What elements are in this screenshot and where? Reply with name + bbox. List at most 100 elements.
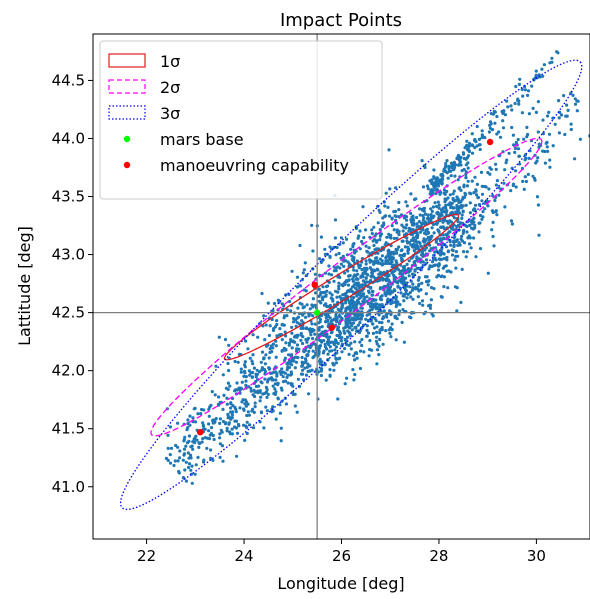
scatter-point xyxy=(464,157,468,161)
scatter-point xyxy=(413,268,417,272)
scatter-point xyxy=(187,434,191,438)
scatter-point xyxy=(483,136,487,140)
scatter-point xyxy=(391,250,396,254)
scatter-point xyxy=(429,247,433,251)
scatter-point xyxy=(393,316,397,320)
scatter-point xyxy=(350,328,354,332)
scatter-point xyxy=(318,293,322,297)
scatter-point xyxy=(325,312,329,316)
scatter-point xyxy=(457,241,461,245)
scatter-point xyxy=(343,331,347,335)
scatter-point xyxy=(534,110,539,114)
scatter-point xyxy=(334,357,338,361)
scatter-point xyxy=(392,228,396,232)
scatter-point xyxy=(191,447,195,451)
scatter-point xyxy=(274,370,278,374)
scatter-point xyxy=(248,373,252,377)
scatter-point xyxy=(368,266,372,270)
scatter-point xyxy=(362,350,366,354)
scatter-point xyxy=(381,342,385,346)
scatter-point xyxy=(311,267,315,271)
scatter-point xyxy=(358,317,362,321)
scatter-point xyxy=(522,137,526,141)
scatter-point xyxy=(258,399,262,403)
scatter-point xyxy=(173,459,177,463)
scatter-point xyxy=(235,454,239,458)
scatter-point xyxy=(245,431,249,436)
scatter-point xyxy=(418,301,422,306)
y-tick-label: 41.5 xyxy=(52,420,85,438)
scatter-point xyxy=(375,325,379,329)
scatter-point xyxy=(448,193,452,197)
scatter-point xyxy=(402,286,407,290)
scatter-point xyxy=(436,200,440,204)
mars-base-marker xyxy=(313,309,321,316)
scatter-point xyxy=(509,189,513,193)
scatter-point xyxy=(309,333,313,337)
scatter-point xyxy=(475,193,479,197)
scatter-point xyxy=(326,304,330,308)
scatter-point xyxy=(425,227,429,231)
scatter-point xyxy=(207,414,211,418)
scatter-point xyxy=(358,320,362,325)
x-tick-label: 24 xyxy=(235,547,254,565)
scatter-point xyxy=(331,318,335,322)
scatter-point xyxy=(402,225,406,229)
scatter-point xyxy=(464,170,468,174)
scatter-point xyxy=(523,175,527,179)
scatter-point xyxy=(413,259,417,264)
scatter-point xyxy=(384,313,388,317)
scatter-point xyxy=(177,469,181,474)
scatter-point xyxy=(191,440,195,444)
scatter-point xyxy=(264,353,268,357)
scatter-point xyxy=(333,353,337,357)
scatter-point xyxy=(348,289,352,293)
scatter-point xyxy=(351,285,355,289)
scatter-point xyxy=(237,386,242,390)
scatter-point xyxy=(487,187,491,191)
scatter-point xyxy=(197,445,201,449)
scatter-point xyxy=(390,301,394,305)
scatter-point xyxy=(224,421,228,425)
scatter-point xyxy=(226,387,230,391)
scatter-point xyxy=(494,183,498,187)
scatter-point xyxy=(378,261,382,265)
scatter-point xyxy=(278,411,282,415)
scatter-point xyxy=(267,377,271,381)
scatter-point xyxy=(201,437,205,441)
scatter-point xyxy=(510,222,514,226)
scatter-point xyxy=(430,260,435,264)
scatter-point xyxy=(432,231,436,235)
scatter-point xyxy=(544,141,548,145)
scatter-point xyxy=(461,210,465,214)
scatter-point xyxy=(262,357,266,361)
scatter-point xyxy=(480,192,485,196)
scatter-point xyxy=(437,206,441,210)
legend-marker xyxy=(123,161,131,169)
scatter-point xyxy=(348,306,353,310)
scatter-point xyxy=(227,368,231,373)
scatter-point xyxy=(359,306,363,310)
scatter-point xyxy=(199,412,203,416)
scatter-point xyxy=(346,329,350,333)
scatter-point xyxy=(327,272,331,276)
scatter-point xyxy=(189,468,193,472)
scatter-point xyxy=(450,226,454,231)
scatter-point xyxy=(299,333,303,337)
scatter-point xyxy=(448,240,452,244)
scatter-point xyxy=(437,257,441,261)
scatter-point xyxy=(384,256,388,260)
scatter-point xyxy=(466,235,470,240)
scatter-point xyxy=(495,213,499,217)
scatter-point xyxy=(426,230,430,234)
scatter-point xyxy=(337,284,341,288)
scatter-point xyxy=(187,462,192,466)
scatter-point xyxy=(184,444,188,448)
scatter-point xyxy=(308,369,312,373)
scatter-point xyxy=(498,135,503,139)
scatter-point xyxy=(334,315,338,319)
scatter-point xyxy=(178,449,182,453)
scatter-point xyxy=(514,169,518,173)
scatter-point xyxy=(370,259,374,263)
scatter-point xyxy=(330,273,334,277)
